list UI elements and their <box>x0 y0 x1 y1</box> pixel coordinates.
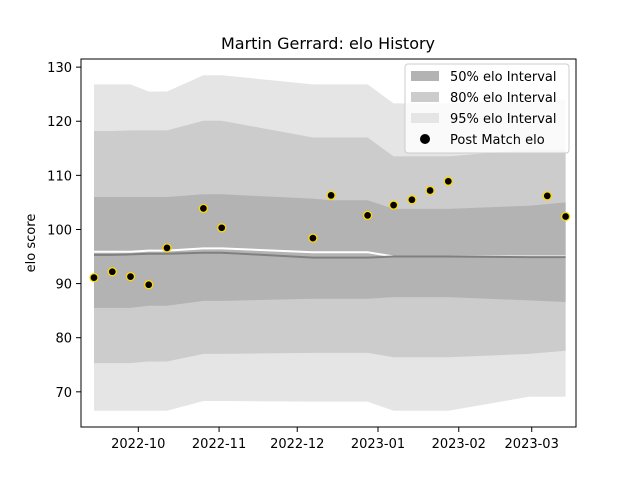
y-tick-label: 130 <box>47 61 72 76</box>
post-match-points <box>89 176 571 290</box>
data-point <box>198 203 209 214</box>
mean-elo-line <box>94 251 566 259</box>
data-point <box>308 233 318 243</box>
data-point <box>443 176 453 186</box>
x-tick-label: 2023-03 <box>505 437 559 452</box>
x-axis: 2022-10 2022-11 2022-12 2023-01 2023-02 2023-… <box>111 427 559 452</box>
data-point <box>125 271 136 282</box>
plot-area-frame <box>80 58 577 428</box>
data-point <box>362 210 373 221</box>
x-tick-label: 2022-10 <box>111 437 165 452</box>
legend-label: Post Match elo <box>450 133 545 148</box>
legend-label: 95% elo Interval <box>450 112 557 127</box>
data-point <box>542 191 552 201</box>
data-point <box>407 195 417 205</box>
data-point <box>144 280 154 290</box>
data-point <box>425 185 435 196</box>
legend: 50% elo Interval 80% elo Interval 95% elo … <box>404 63 570 154</box>
y-tick-label: 120 <box>47 115 72 130</box>
legend-label: 80% elo Interval <box>450 91 557 106</box>
data-point <box>388 200 399 210</box>
data-point <box>326 190 336 201</box>
trend-lines <box>94 247 566 259</box>
y-tick-label: 80 <box>55 332 72 347</box>
band-50-interval <box>94 194 566 308</box>
legend-swatch-band50 <box>411 71 439 81</box>
legend-label: 50% elo Interval <box>450 70 557 85</box>
y-tick-label: 70 <box>55 386 72 401</box>
y-tick-label: 100 <box>47 223 72 238</box>
legend-swatch-band95 <box>411 113 439 123</box>
legend-point-marker <box>420 134 430 144</box>
x-tick-label: 2022-11 <box>192 437 246 452</box>
data-point <box>560 211 571 222</box>
y-axis-title: elo score <box>24 214 39 273</box>
data-point <box>217 223 227 233</box>
data-point <box>107 267 117 277</box>
x-tick-label: 2023-02 <box>432 437 486 452</box>
x-tick-label: 2022-12 <box>270 437 324 452</box>
legend-swatch-band80 <box>411 92 439 102</box>
data-point <box>162 243 172 253</box>
y-tick-label: 90 <box>55 278 72 293</box>
legend-box <box>404 63 570 154</box>
y-tick-label: 110 <box>47 169 72 184</box>
x-tick-label: 2023-01 <box>351 437 405 452</box>
chart-title: Martin Gerrard: elo History <box>221 34 435 53</box>
y-axis: 70 80 90 100 110 120 130 <box>47 61 81 401</box>
data-point <box>89 272 99 283</box>
